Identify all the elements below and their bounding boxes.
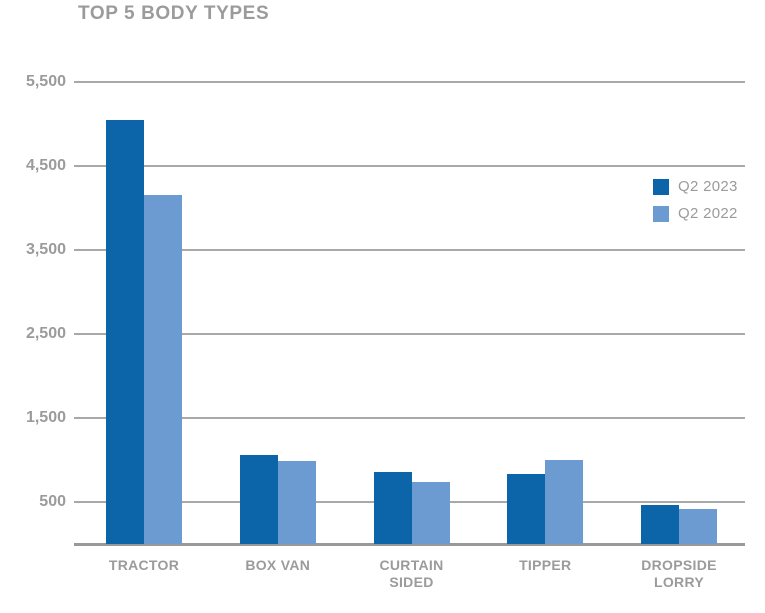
bar-q2-2023-curtain-sided bbox=[373, 471, 412, 544]
ytick-label-3500: 3,500 bbox=[25, 241, 66, 258]
ytick-label-1500: 1,500 bbox=[25, 409, 66, 426]
legend-label: Q2 2022 bbox=[678, 205, 738, 222]
bar-q2-2022-tractor bbox=[144, 195, 182, 544]
x-axis-labels: TRACTOR BOX VAN CURTAIN SIDED TIPPER DROPSID… bbox=[78, 557, 745, 591]
legend-swatch-icon bbox=[653, 178, 669, 195]
xlabel-curtain-sided: CURTAIN SIDED bbox=[379, 557, 444, 590]
bar-q2-2023-box-van bbox=[239, 455, 278, 544]
ytick-label-5500: 5,500 bbox=[25, 73, 66, 90]
legend: Q2 2023 Q2 2022 bbox=[653, 178, 738, 222]
legend-label: Q2 2023 bbox=[678, 178, 738, 195]
gridline-1500 bbox=[74, 417, 745, 419]
gridline-2500 bbox=[74, 333, 745, 335]
xlabel-tractor: TRACTOR bbox=[108, 557, 180, 573]
bar-q2-2022-dropside-lorry bbox=[679, 508, 717, 544]
ytick-label-500: 500 bbox=[39, 493, 66, 510]
bars-row bbox=[78, 82, 745, 544]
bar-group-dropside-lorry bbox=[641, 505, 717, 544]
bar-q2-2022-box-van bbox=[277, 460, 316, 544]
bar-group-tractor bbox=[106, 119, 182, 544]
bar-q2-2023-tractor bbox=[106, 119, 144, 544]
xlabel-tipper: TIPPER bbox=[519, 557, 572, 573]
ytick-label-2500: 2,500 bbox=[25, 325, 66, 342]
legend-row-q2-2022: Q2 2022 bbox=[653, 205, 738, 222]
chart-title: TOP 5 BODY TYPES bbox=[78, 3, 270, 24]
gridline-5500 bbox=[74, 81, 745, 83]
bar-q2-2022-tipper bbox=[545, 460, 584, 544]
bar-group-tipper bbox=[507, 460, 584, 544]
xlabel-dropside-lorry: DROPSIDE LORRY bbox=[641, 557, 717, 590]
ytick-label-4500: 4,500 bbox=[25, 157, 66, 174]
x-axis-baseline bbox=[74, 543, 745, 546]
legend-swatch-icon bbox=[653, 205, 669, 222]
legend-row-q2-2023: Q2 2023 bbox=[653, 178, 738, 195]
xlabel-box-van: BOX VAN bbox=[245, 557, 311, 573]
bar-group-curtain-sided bbox=[373, 471, 450, 544]
bar-q2-2022-curtain-sided bbox=[411, 481, 450, 544]
gridline-3500 bbox=[74, 249, 745, 251]
bar-q2-2023-dropside-lorry bbox=[641, 505, 679, 544]
plot-area: TRACTOR BOX VAN CURTAIN SIDED TIPPER DROPSID… bbox=[26, 74, 745, 590]
gridline-4500 bbox=[74, 165, 745, 167]
bar-group-box-van bbox=[239, 455, 316, 544]
bar-q2-2023-tipper bbox=[507, 474, 546, 544]
